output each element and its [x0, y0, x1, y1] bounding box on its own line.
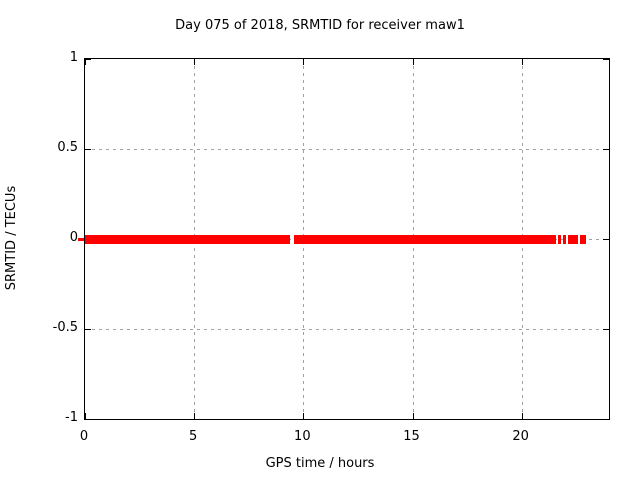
- x-tick-label: 20: [512, 429, 529, 444]
- y-gridline: [85, 329, 609, 330]
- x-tick-top: [412, 59, 414, 65]
- x-axis-label: GPS time / hours: [265, 456, 375, 471]
- x-tick-bottom: [85, 413, 86, 419]
- data-series-segment: [563, 234, 566, 244]
- y-tick-label: -1: [65, 410, 78, 425]
- x-tick-top: [194, 59, 196, 65]
- data-series-segment: [558, 234, 562, 244]
- plot-area: [78, 58, 610, 420]
- y-tick-label: 0.5: [57, 140, 78, 155]
- y-tick-label: 1: [69, 50, 78, 65]
- chart-title: Day 075 of 2018, SRMTID for receiver maw…: [175, 18, 465, 33]
- y-tick-right: [603, 59, 609, 60]
- data-series-segment: [568, 234, 578, 244]
- data-point-overflow-marker: [78, 237, 84, 241]
- y-tick-right: [603, 419, 609, 420]
- y-gridline: [85, 149, 609, 150]
- data-series-segment: [579, 234, 587, 244]
- x-tick-bottom: [521, 413, 523, 419]
- y-tick-right: [603, 329, 609, 330]
- x-tick-bottom: [412, 413, 414, 419]
- x-tick-bottom: [303, 413, 305, 419]
- y-tick-label: -0.5: [52, 320, 78, 335]
- x-tick-top: [85, 59, 86, 65]
- x-tick-bottom: [194, 413, 196, 419]
- x-tick-label: 10: [294, 429, 311, 444]
- x-tick-label: 0: [79, 429, 89, 444]
- y-tick-left: [85, 419, 91, 420]
- y-tick-right: [603, 239, 609, 240]
- data-series-segment: [85, 234, 290, 244]
- data-series-segment: [293, 234, 557, 244]
- y-tick-left: [85, 329, 91, 330]
- x-tick-top: [303, 59, 305, 65]
- y-tick-label: 0: [69, 230, 78, 245]
- x-tick-label: 5: [189, 429, 198, 444]
- x-tick-label: 15: [403, 429, 420, 444]
- x-tick-top: [521, 59, 523, 65]
- y-tick-left: [85, 149, 91, 150]
- y-tick-right: [603, 149, 609, 150]
- y-tick-left: [85, 59, 91, 60]
